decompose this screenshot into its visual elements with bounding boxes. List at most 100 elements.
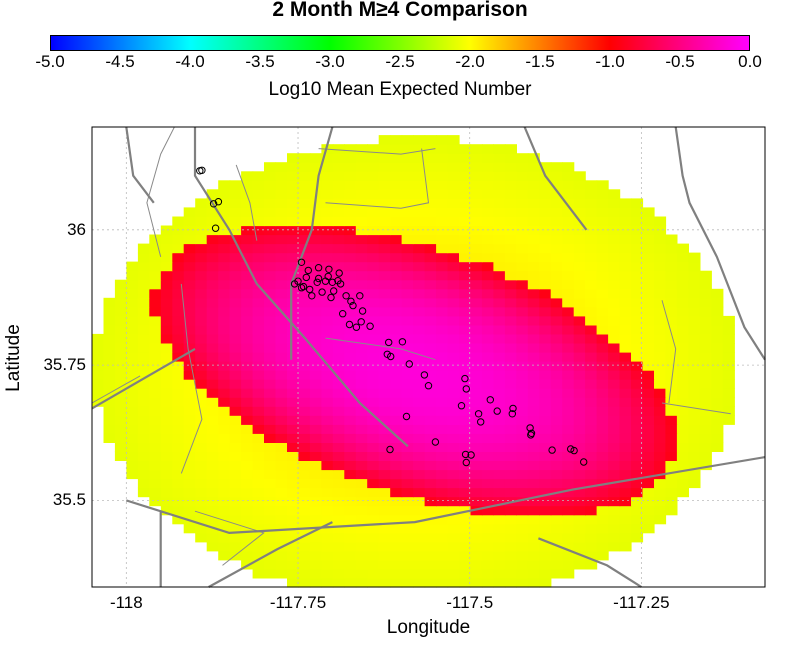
- heat-cell: [298, 424, 311, 434]
- heat-cell: [355, 261, 368, 272]
- heat-cell: [149, 243, 162, 254]
- heat-cell: [493, 252, 506, 263]
- heat-cell: [527, 451, 540, 461]
- heat-cell: [229, 306, 242, 317]
- heat-cell: [631, 460, 644, 471]
- heat-cell: [562, 352, 575, 362]
- heat-cell: [493, 559, 506, 570]
- heat-cell: [493, 306, 506, 317]
- heat-cell: [459, 487, 472, 498]
- event-marker: [509, 404, 517, 413]
- heat-cell: [195, 243, 208, 254]
- heat-cell: [539, 288, 552, 299]
- heat-cell: [355, 270, 368, 281]
- heat-cell: [264, 478, 277, 489]
- heat-cell: [309, 306, 322, 317]
- heat-cell: [401, 315, 414, 326]
- heat-cell: [344, 505, 357, 516]
- heat-cell: [527, 216, 540, 227]
- heat-cell: [516, 261, 529, 272]
- heat-cell: [504, 153, 517, 163]
- heat-cell: [264, 162, 277, 172]
- heat-cell: [459, 496, 472, 507]
- heat-cell: [390, 270, 403, 281]
- heat-cell: [355, 496, 368, 507]
- heat-cell: [321, 568, 334, 579]
- heat-cell: [367, 514, 380, 525]
- heat-cell: [367, 523, 380, 534]
- heat-cell: [401, 559, 414, 570]
- heat-cell: [195, 352, 208, 362]
- heat-cell: [195, 207, 208, 217]
- heat-cell: [218, 270, 231, 281]
- heat-cell: [275, 424, 288, 434]
- heat-cell: [321, 189, 334, 199]
- heat-cell: [332, 288, 345, 299]
- heat-cell: [608, 451, 621, 461]
- heat-cell: [504, 460, 517, 471]
- heat-cell: [298, 225, 311, 236]
- heat-cell: [229, 198, 242, 208]
- heat-cell: [92, 333, 105, 344]
- heat-cell: [447, 406, 460, 416]
- heat-cell: [550, 442, 563, 452]
- heat-cell: [241, 550, 254, 561]
- heat-cell: [160, 343, 173, 353]
- heat-cell: [309, 568, 322, 579]
- heat-cell: [114, 433, 127, 443]
- heat-cell: [229, 469, 242, 480]
- heat-cell: [344, 496, 357, 507]
- heat-cell: [642, 261, 655, 272]
- heat-cell: [493, 243, 506, 254]
- heat-cell: [218, 442, 231, 452]
- heat-cell: [516, 541, 529, 552]
- heat-cell: [527, 333, 540, 344]
- heat-cell: [516, 451, 529, 461]
- heat-cell: [573, 261, 586, 272]
- heat-cell: [275, 523, 288, 534]
- heat-cell: [481, 379, 494, 389]
- heat-cell: [711, 315, 724, 326]
- heat-cell: [436, 361, 449, 371]
- heat-cell: [585, 370, 598, 380]
- heat-cell: [206, 379, 219, 389]
- heat-cell: [481, 315, 494, 326]
- heat-cell: [390, 388, 403, 398]
- heat-cell: [378, 478, 391, 489]
- heat-cell: [436, 415, 449, 425]
- heat-cell: [722, 379, 735, 389]
- heat-cell: [309, 315, 322, 326]
- heat-cell: [332, 297, 345, 308]
- heat-cell: [665, 261, 678, 272]
- heat-cell: [378, 559, 391, 570]
- heat-cell: [229, 397, 242, 407]
- event-marker: [493, 407, 501, 415]
- heat-cell: [516, 270, 529, 281]
- heat-cell: [241, 279, 254, 290]
- heat-cell: [137, 442, 150, 452]
- heat-cell: [344, 153, 357, 163]
- heat-cell: [241, 288, 254, 299]
- heat-cell: [413, 505, 426, 516]
- event-marker: [314, 264, 323, 272]
- heat-cell: [252, 532, 265, 543]
- heat-cell: [688, 460, 701, 471]
- heat-cell: [309, 288, 322, 299]
- heat-cell: [436, 352, 449, 362]
- heat-cell: [688, 451, 701, 461]
- colorbar-tick: -5.0: [35, 52, 65, 71]
- heat-cell: [401, 135, 414, 145]
- fault-line-major: [674, 126, 766, 361]
- heat-cell: [172, 370, 185, 380]
- colorbar: [50, 35, 750, 51]
- heat-cell: [642, 496, 655, 507]
- heat-cell: [298, 578, 311, 588]
- heat-cell: [344, 279, 357, 290]
- heat-cell: [550, 460, 563, 471]
- heat-cell: [390, 487, 403, 498]
- heat-cell: [275, 550, 288, 561]
- heat-cell: [550, 568, 563, 579]
- heat-cell: [264, 180, 277, 190]
- heat-cell: [332, 261, 345, 272]
- heat-cell: [608, 207, 621, 217]
